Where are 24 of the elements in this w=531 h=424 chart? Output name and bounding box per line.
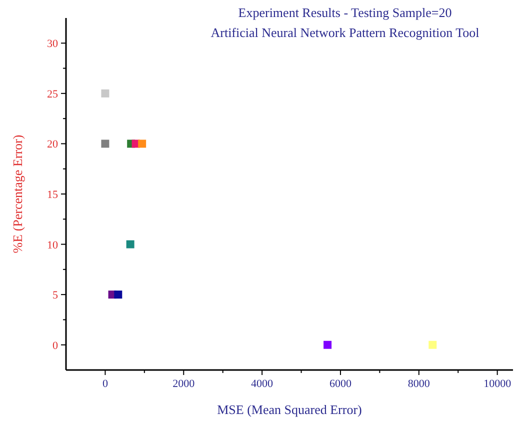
point [126,240,134,248]
x-tick-label: 6000 [329,378,352,390]
y-tick-label: 30 [47,38,58,50]
y-tick-label: 20 [47,138,58,151]
y-tick-label: 25 [47,88,58,100]
x-tick-label: 2000 [172,378,196,390]
point [324,340,332,349]
x-tick-label: 8000 [408,378,430,390]
y-axis-title: %E (Percentage Error) [10,134,25,254]
x-axis-title: MSE (Mean Squared Error) [217,402,362,417]
point [114,290,122,299]
point [101,140,110,148]
y-tick-label: 0 [52,340,58,352]
y-tick-label: 15 [47,189,58,201]
x-tick-label: 4000 [251,378,274,390]
x-tick-label: 10000 [484,378,512,390]
text: Artificial Neural Network Pattern Recognition Tool [210,25,480,40]
x-tick-label: 0 [102,378,108,390]
y-tick-label: 10 [47,239,58,252]
point [428,340,437,349]
chart-title: Experiment Results - Testing Sample=20 [238,5,452,20]
point [138,140,146,148]
y-tick-label: 5 [52,290,58,302]
point [101,89,110,98]
